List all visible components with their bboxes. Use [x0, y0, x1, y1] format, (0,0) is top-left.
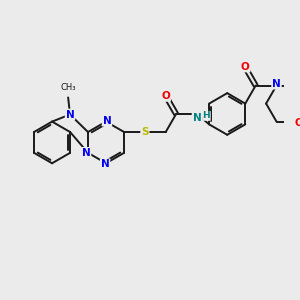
Text: O: O: [161, 91, 170, 101]
Text: N: N: [101, 159, 110, 169]
Text: CH₃: CH₃: [60, 83, 76, 92]
Text: N: N: [272, 79, 281, 88]
Text: N: N: [193, 113, 201, 123]
Text: N: N: [82, 148, 91, 158]
Text: O: O: [295, 118, 300, 128]
Text: H: H: [202, 111, 210, 120]
Text: N: N: [66, 110, 74, 119]
Text: N: N: [103, 116, 111, 126]
Text: S: S: [141, 127, 148, 137]
Text: O: O: [241, 61, 250, 72]
